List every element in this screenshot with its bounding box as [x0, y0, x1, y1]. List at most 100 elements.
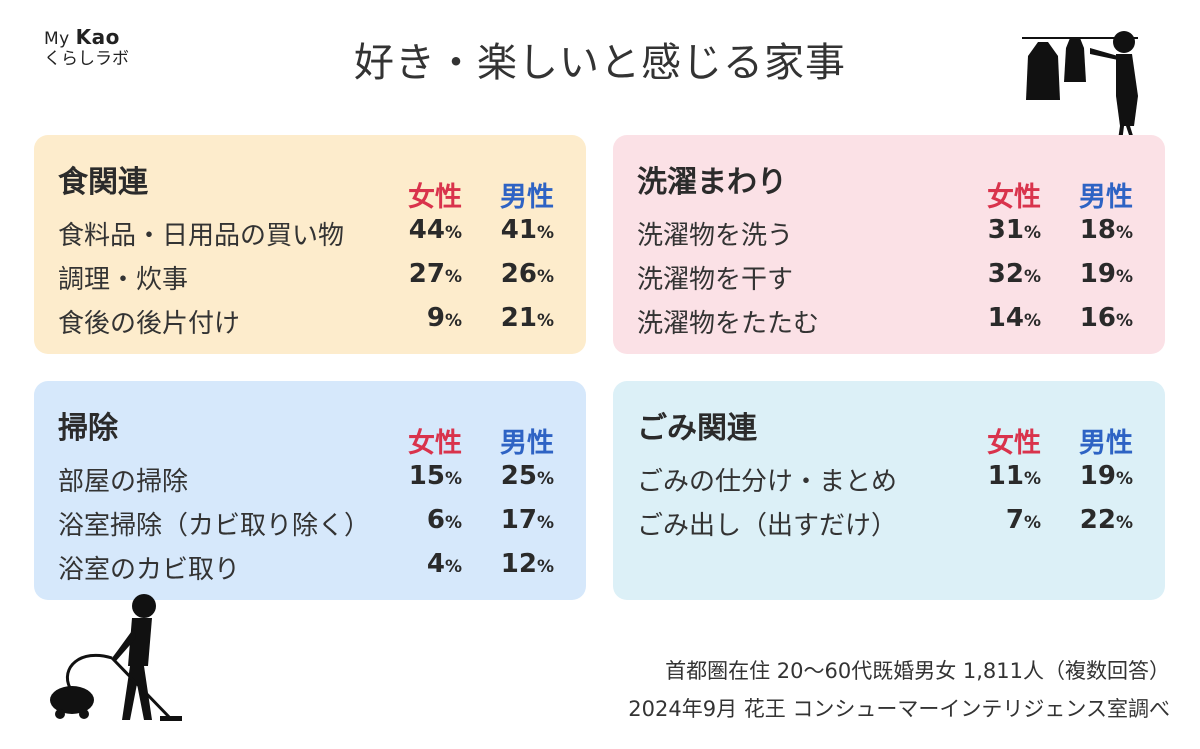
- female-value: 15%: [409, 461, 462, 491]
- card-trash: ごみ関連 女性 男性 ごみの仕分け・まとめ 11% 19% ごみ出し（出すだけ） 7% 2…: [613, 381, 1165, 600]
- table-row: 食料品・日用品の買い物 44% 41%: [58, 215, 554, 259]
- female-number: 15: [408, 461, 445, 491]
- percent-unit: %: [536, 469, 554, 489]
- page-title: 好き・楽しいと感じる家事: [354, 40, 846, 86]
- male-header: 男性: [1079, 182, 1133, 213]
- percent-unit: %: [444, 223, 462, 243]
- male-value: 22%: [1080, 505, 1133, 535]
- row-label: 部屋の掃除: [58, 467, 189, 497]
- male-number: 26: [500, 259, 537, 289]
- percent-unit: %: [536, 311, 554, 331]
- vacuum-man-icon: [50, 594, 182, 722]
- male-header: 男性: [500, 428, 554, 459]
- percent-unit: %: [1115, 311, 1133, 331]
- table-row: 洗濯物をたたむ 14% 16%: [637, 303, 1133, 347]
- group-title: ごみ関連: [637, 411, 757, 446]
- male-value: 19%: [1080, 461, 1133, 491]
- male-number: 19: [1079, 461, 1116, 491]
- female-value: 7%: [1006, 505, 1041, 535]
- female-number: 4: [426, 549, 445, 579]
- logo-brand: Kao: [75, 25, 120, 49]
- row-label: 浴室のカビ取り: [58, 555, 241, 585]
- logo-subtitle: くらしラボ: [44, 48, 129, 69]
- percent-unit: %: [444, 267, 462, 287]
- percent-unit: %: [536, 513, 554, 533]
- percent-unit: %: [536, 557, 554, 577]
- logo-prefix: My: [44, 29, 70, 49]
- footer-survey-info: 首都圏在住 20〜60代既婚男女 1,811人（複数回答）: [665, 659, 1170, 683]
- female-number: 14: [987, 303, 1024, 333]
- male-header: 男性: [1079, 428, 1133, 459]
- brand-logo: My Kao くらしラボ: [44, 26, 129, 69]
- percent-unit: %: [1023, 267, 1041, 287]
- percent-unit: %: [444, 311, 462, 331]
- male-value: 26%: [501, 259, 554, 289]
- card-food: 食関連 女性 男性 食料品・日用品の買い物 44% 41% 調理・炊事 27% 26% 食後…: [34, 135, 586, 354]
- female-number: 31: [987, 215, 1024, 245]
- female-value: 9%: [427, 303, 462, 333]
- female-header: 女性: [408, 428, 462, 459]
- row-label: 洗濯物を洗う: [637, 221, 794, 251]
- percent-unit: %: [536, 267, 554, 287]
- female-value: 27%: [409, 259, 462, 289]
- row-label: 浴室掃除（カビ取り除く）: [58, 511, 371, 541]
- female-number: 44: [408, 215, 445, 245]
- male-value: 17%: [501, 505, 554, 535]
- row-label: 食料品・日用品の買い物: [58, 221, 345, 251]
- table-row: 食後の後片付け 9% 21%: [58, 303, 554, 347]
- female-number: 7: [1005, 505, 1024, 535]
- male-value: 19%: [1080, 259, 1133, 289]
- female-value: 44%: [409, 215, 462, 245]
- percent-unit: %: [444, 513, 462, 533]
- female-value: 31%: [988, 215, 1041, 245]
- female-value: 32%: [988, 259, 1041, 289]
- male-number: 17: [500, 505, 537, 535]
- male-value: 41%: [501, 215, 554, 245]
- female-number: 32: [987, 259, 1024, 289]
- table-row: 洗濯物を洗う 31% 18%: [637, 215, 1133, 259]
- percent-unit: %: [536, 223, 554, 243]
- row-label: ごみ出し（出すだけ）: [637, 511, 898, 541]
- female-number: 27: [408, 259, 445, 289]
- percent-unit: %: [444, 557, 462, 577]
- footer-source: 2024年9月 花王 コンシューマーインテリジェンス室調べ: [628, 697, 1170, 721]
- male-number: 12: [500, 549, 537, 579]
- percent-unit: %: [1115, 267, 1133, 287]
- table-row: 部屋の掃除 15% 25%: [58, 461, 554, 505]
- female-number: 6: [426, 505, 445, 535]
- row-label: 調理・炊事: [58, 265, 189, 295]
- male-number: 18: [1079, 215, 1116, 245]
- male-number: 41: [500, 215, 537, 245]
- male-value: 25%: [501, 461, 554, 491]
- table-row: 調理・炊事 27% 26%: [58, 259, 554, 303]
- card-laundry: 洗濯まわり 女性 男性 洗濯物を洗う 31% 18% 洗濯物を干す 32% 19% 洗濯物を…: [613, 135, 1165, 354]
- percent-unit: %: [1023, 469, 1041, 489]
- table-row: ごみの仕分け・まとめ 11% 19%: [637, 461, 1133, 505]
- female-value: 6%: [427, 505, 462, 535]
- male-value: 18%: [1080, 215, 1133, 245]
- table-row: 洗濯物を干す 32% 19%: [637, 259, 1133, 303]
- male-number: 22: [1079, 505, 1116, 535]
- card-cleaning: 掃除 女性 男性 部屋の掃除 15% 25% 浴室掃除（カビ取り除く） 6% 17% 浴室の…: [34, 381, 586, 600]
- female-value: 11%: [988, 461, 1041, 491]
- percent-unit: %: [1023, 223, 1041, 243]
- female-number: 9: [426, 303, 445, 333]
- female-number: 11: [987, 461, 1024, 491]
- group-title: 洗濯まわり: [637, 165, 787, 200]
- percent-unit: %: [1023, 311, 1041, 331]
- table-row: 浴室掃除（カビ取り除く） 6% 17%: [58, 505, 554, 549]
- male-number: 21: [500, 303, 537, 333]
- female-value: 4%: [427, 549, 462, 579]
- male-number: 25: [500, 461, 537, 491]
- male-value: 16%: [1080, 303, 1133, 333]
- row-label: 洗濯物を干す: [637, 265, 794, 295]
- female-header: 女性: [987, 182, 1041, 213]
- male-value: 21%: [501, 303, 554, 333]
- percent-unit: %: [1115, 513, 1133, 533]
- group-title: 掃除: [58, 411, 118, 446]
- percent-unit: %: [1115, 469, 1133, 489]
- female-header: 女性: [408, 182, 462, 213]
- percent-unit: %: [1115, 223, 1133, 243]
- male-value: 12%: [501, 549, 554, 579]
- male-number: 19: [1079, 259, 1116, 289]
